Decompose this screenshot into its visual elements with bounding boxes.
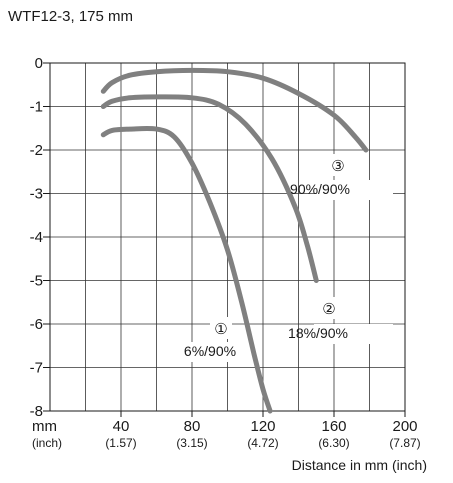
y-tick-label: -1 (30, 99, 43, 116)
y-tick-label: -2 (30, 142, 43, 159)
series-3-label: 90%/90% (290, 181, 350, 197)
series-2-marker-bg (318, 297, 340, 319)
series-labels: ① 6%/90% ② 18%/90% ③ 90%/90% (176, 154, 393, 362)
x-tick-sublabel: (1.57) (105, 436, 136, 450)
x-tick-sublabel: (6.30) (318, 436, 349, 450)
series-2-marker: ② (322, 301, 335, 318)
x-tick-label: 200 (392, 418, 417, 435)
y-tick-label: -6 (30, 316, 43, 333)
series-1-label: 6%/90% (184, 343, 236, 359)
series-1-marker: ① (214, 321, 227, 338)
x-axis-title: Distance in mm (inch) (292, 457, 427, 473)
series-1-line (100, 125, 273, 414)
series-1-label-bg (176, 342, 245, 362)
y-tick-label: -7 (30, 360, 43, 377)
series-1-marker-bg (210, 317, 232, 339)
series-3-line (100, 67, 369, 153)
series-curves (100, 67, 369, 414)
x-tick-sublabel: (7.87) (389, 436, 420, 450)
series-2-line (100, 94, 319, 283)
x-unit-label: mm (32, 418, 57, 435)
x-sub-unit-label: (inch) (32, 436, 62, 450)
y-tick-label: -4 (30, 229, 43, 246)
chart-title: WTF12-3, 175 mm (8, 8, 134, 25)
y-tick-label: -5 (30, 273, 43, 290)
x-tick-label: 160 (321, 418, 346, 435)
y-tick-label: 0 (35, 55, 43, 72)
series-2-label-bg (314, 324, 393, 344)
x-tick-label: 40 (113, 418, 130, 435)
x-tick-label: 80 (184, 418, 201, 435)
series-2-label: 18%/90% (288, 325, 348, 341)
x-axis-ticks: 40(1.57) 80(3.15) 120(4.72) 160(6.30) 200(7.… (105, 411, 421, 450)
x-tick-sublabel: (4.72) (247, 436, 278, 450)
series-3-marker-bg (327, 154, 349, 176)
y-tick-label: -8 (30, 403, 43, 420)
series-3-marker: ③ (331, 158, 344, 175)
y-axis-ticks: 0 -1 -2 -3 -4 -5 -6 -7 -8 (30, 55, 50, 420)
x-tick-sublabel: (3.15) (176, 436, 207, 450)
x-tick-label: 120 (250, 418, 275, 435)
y-tick-label: -3 (30, 186, 43, 203)
series-3-label-bg (316, 180, 393, 200)
